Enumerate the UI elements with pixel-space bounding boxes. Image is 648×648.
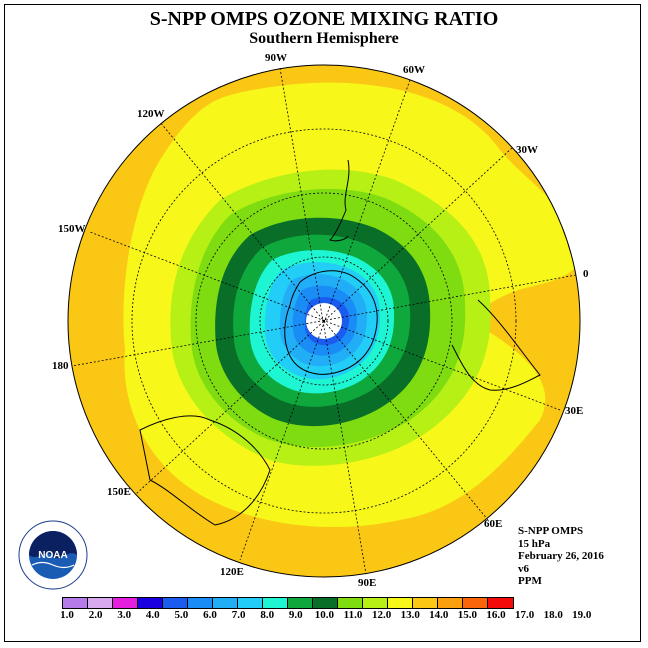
colorbar-tick-label: 17.0 (514, 609, 535, 621)
colorbar-tick-label: 14.0 (429, 609, 449, 621)
info-date: February 26, 2016 (518, 550, 604, 563)
latitude-circle-3 (131, 128, 517, 514)
colorbar-tick-label: 11.0 (343, 609, 363, 621)
lon-label-0: 0 (583, 268, 589, 280)
lon-label-120w: 120W (137, 108, 165, 120)
colorbar-cell (313, 598, 338, 608)
colorbar-cell (413, 598, 438, 608)
colorbar-tick-label: 1.0 (60, 609, 74, 621)
lon-label-60e: 60E (484, 518, 503, 530)
lon-label-150e: 150E (107, 486, 131, 498)
lon-label-60w: 60W (403, 64, 425, 76)
colorbar-tick-label: 19.0 (572, 609, 592, 621)
colorbar-cell (438, 598, 463, 608)
colorbar-cell (138, 598, 163, 608)
colorbar-cell (338, 598, 363, 608)
meridian-30w-150e (135, 147, 513, 495)
colorbar-tick-label: 4.0 (145, 609, 160, 621)
latitude-circle-1 (259, 256, 389, 386)
meridian-60e-120w (159, 121, 489, 521)
info-level: 15 hPa (518, 537, 551, 550)
coast-antarctica (284, 270, 378, 375)
lon-label-180: 180 (52, 360, 69, 372)
map-subtitle: Southern Hemisphere (249, 30, 399, 47)
coast-australia (139, 415, 271, 526)
lon-label-90e: 90E (358, 577, 377, 589)
coast-africa (451, 299, 541, 391)
colorbar-cell (88, 598, 113, 608)
info-block: S-NPP OMPS 15 hPa February 26, 2016 v6 P… (518, 525, 604, 588)
colorbar-cell (463, 598, 488, 608)
lon-label-120e: 120E (220, 566, 244, 578)
colorbar-cell (363, 598, 388, 608)
lon-label-30e: 30E (565, 405, 584, 417)
colorbar-tick-label: 10.0 (314, 609, 335, 621)
colorbar-cell (113, 598, 138, 608)
lon-label-90w: 90W (265, 52, 287, 64)
figure-frame (4, 4, 641, 642)
colorbar-tick-label: 2.0 (88, 609, 103, 621)
colorbar-tick-label: 13.0 (400, 609, 420, 621)
colorbar-cell (488, 598, 513, 608)
colorbar-cell (163, 598, 188, 608)
lon-label-30w: 30W (516, 144, 538, 156)
meridian-60w-120e (239, 79, 411, 561)
noaa-logo-icon: NOAA (18, 520, 88, 590)
map-title: S-NPP OMPS OZONE MIXING RATIO (149, 8, 499, 30)
info-units: PPM (518, 575, 542, 588)
coast-south-america (329, 159, 350, 242)
colorbar-tick-label: 18.0 (543, 609, 563, 621)
colorbar-tick-label: 5.0 (174, 609, 189, 621)
colorbar-cell (288, 598, 313, 608)
colorbar-tick-label: 6.0 (203, 609, 217, 621)
colorbar-cell (238, 598, 263, 608)
colorbar-cell (188, 598, 213, 608)
logo-text: NOAA (38, 550, 67, 561)
colorbar-tick-label: 12.0 (371, 609, 392, 621)
colorbar-tick-label: 8.0 (260, 609, 275, 621)
map-border (67, 64, 581, 578)
colorbar-cell (213, 598, 238, 608)
colorbar-cell (263, 598, 288, 608)
latitude-circle-2 (195, 192, 453, 450)
colorbar (62, 597, 514, 609)
lon-label-150w: 150W (58, 223, 86, 235)
colorbar-tick-label: 16.0 (486, 609, 506, 621)
colorbar-cell (63, 598, 88, 608)
colorbar-cell (388, 598, 413, 608)
colorbar-tick-label: 9.0 (288, 609, 303, 621)
info-version: v6 (518, 562, 529, 575)
info-instrument: S-NPP OMPS (518, 525, 584, 537)
colorbar-tick-label: 3.0 (117, 609, 132, 621)
coastlines (139, 159, 541, 526)
graticule (71, 67, 577, 575)
colorbar-tick-label: 7.0 (231, 609, 246, 621)
colorbar-tick-label: 15.0 (457, 609, 478, 621)
